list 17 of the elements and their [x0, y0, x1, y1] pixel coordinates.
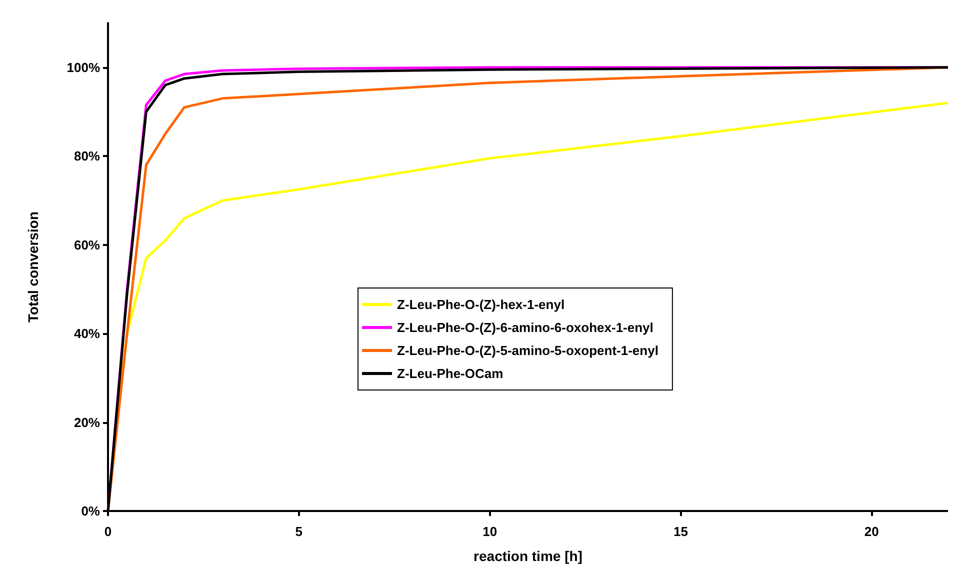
legend-label: Z-Leu-Phe-O-(Z)-6-amino-6-oxohex-1-enyl: [397, 320, 654, 335]
x-tick-label: 0: [104, 524, 112, 539]
y-axis-title: Total conversion: [25, 212, 41, 322]
y-tick-label: 100%: [66, 60, 100, 75]
x-tick-label: 10: [482, 524, 498, 539]
x-axis-title: reaction time [h]: [474, 548, 582, 564]
y-tick-label: 20%: [74, 414, 100, 430]
legend-label: Z-Leu-Phe-O-(Z)-5-amino-5-oxopent-1-enyl: [397, 343, 658, 358]
x-tick-label: 15: [673, 524, 688, 539]
x-tick-label: 20: [864, 524, 879, 539]
y-tick-label: 80%: [74, 148, 100, 164]
y-tick-label: 60%: [74, 237, 100, 252]
legend-label: Z-Leu-Phe-O-(Z)-hex-1-enyl: [397, 297, 565, 312]
legend-label: Z-Leu-Phe-OCam: [397, 366, 504, 381]
x-tick-label: 5: [295, 524, 303, 539]
y-tick-label: 0%: [81, 504, 100, 518]
y-tick-label: 40%: [74, 326, 100, 342]
